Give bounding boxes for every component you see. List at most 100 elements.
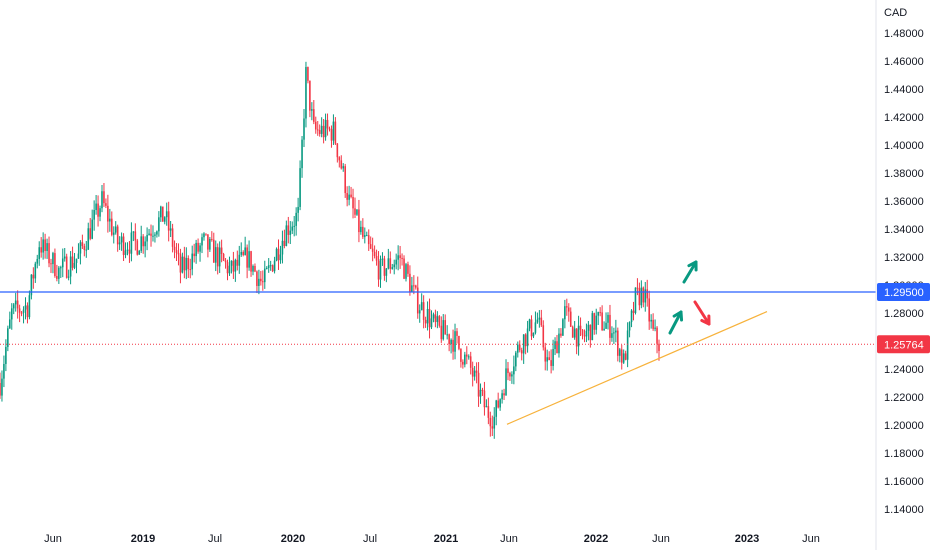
candle-body	[611, 333, 613, 338]
candle-body	[536, 319, 539, 323]
time-axis[interactable]: Jun 2019 Jul 2020 Jul 2021 Jun 2022 Jun 2023 Jun	[44, 533, 820, 545]
candle	[648, 290, 650, 330]
candle-body	[165, 211, 168, 218]
candle	[32, 267, 35, 289]
x-tick-label: Jul	[208, 533, 222, 545]
candle	[632, 301, 635, 321]
candle-body	[293, 225, 295, 227]
candle	[352, 188, 354, 219]
candle	[24, 297, 27, 320]
candle	[544, 342, 547, 371]
candle	[228, 256, 231, 276]
candle	[428, 298, 431, 339]
candle-body	[179, 254, 182, 273]
candle	[367, 229, 370, 251]
price-axis[interactable]: 1.48000 1.46000 1.44000 1.42000 1.40000 1.380…	[884, 28, 924, 516]
candle-body	[263, 268, 266, 283]
candle-body	[556, 341, 558, 354]
candle	[469, 351, 472, 375]
candle	[260, 270, 262, 286]
candle-body	[28, 295, 31, 318]
candle-body	[226, 262, 229, 274]
candle-body	[342, 166, 345, 169]
candle-body	[313, 109, 315, 122]
candle	[597, 311, 599, 325]
candle-body	[89, 228, 92, 239]
y-tick-label: 1.44000	[884, 84, 924, 96]
candle-body	[54, 253, 56, 277]
candle	[385, 267, 388, 283]
candle	[564, 299, 566, 329]
candle	[515, 350, 517, 372]
up-arrow-icon[interactable]	[668, 310, 684, 335]
candle-body	[311, 109, 313, 111]
candle-body	[7, 328, 9, 347]
up-arrow-icon[interactable]	[682, 260, 698, 284]
candle	[464, 351, 466, 368]
candle-body	[440, 325, 443, 340]
candle	[358, 199, 360, 243]
candle-body	[483, 390, 486, 408]
candle-body	[150, 233, 152, 236]
candle-body	[50, 263, 52, 265]
candle-body	[518, 344, 521, 351]
candle	[373, 245, 376, 259]
candle	[161, 206, 164, 222]
candle	[593, 312, 596, 335]
candle-body	[52, 253, 54, 265]
x-tick-label: Jul	[363, 533, 377, 545]
candle	[432, 312, 435, 323]
candle	[524, 333, 527, 355]
candle-body	[142, 236, 144, 247]
candle	[458, 335, 460, 351]
candle	[265, 266, 268, 270]
candle-body	[501, 393, 503, 400]
support-trendline[interactable]	[506, 311, 768, 425]
candle	[493, 407, 496, 439]
candle	[262, 270, 264, 291]
candle	[220, 239, 223, 263]
candle-body	[371, 248, 374, 252]
candle	[456, 328, 458, 344]
resistance-price-badge-text: 1.29500	[884, 287, 924, 299]
candle-body	[316, 129, 319, 131]
candle	[348, 185, 350, 206]
candle-body	[620, 349, 623, 363]
candle	[548, 351, 550, 361]
candle-body	[181, 256, 184, 273]
candle-body	[640, 287, 643, 306]
candle-body	[77, 253, 80, 259]
candle	[416, 276, 419, 319]
candle-body	[516, 344, 519, 353]
candle-body	[511, 374, 513, 377]
candle-body	[564, 306, 566, 320]
candle	[399, 245, 401, 269]
candle-body	[509, 373, 511, 377]
candle-body	[340, 160, 343, 169]
candle	[152, 225, 154, 242]
candle	[183, 246, 186, 279]
candle-body	[544, 347, 547, 362]
candle-body	[60, 267, 62, 269]
candle-body	[24, 305, 27, 310]
candle	[34, 261, 37, 283]
candle	[534, 311, 537, 335]
x-tick-label: Jun	[652, 533, 670, 545]
candle	[171, 223, 174, 253]
candle-body	[14, 300, 17, 305]
candle-body	[295, 212, 297, 226]
candle-body	[42, 239, 44, 253]
candle	[246, 244, 248, 279]
candle-body	[575, 328, 578, 347]
down-arrow-icon[interactable]	[693, 300, 711, 326]
candle	[138, 249, 141, 255]
candle-body	[401, 257, 403, 259]
candle-body	[218, 247, 221, 267]
candle-body	[193, 253, 195, 257]
candle-body	[154, 234, 156, 236]
candle	[413, 275, 415, 295]
candle	[60, 265, 62, 278]
candle-body	[393, 264, 396, 268]
